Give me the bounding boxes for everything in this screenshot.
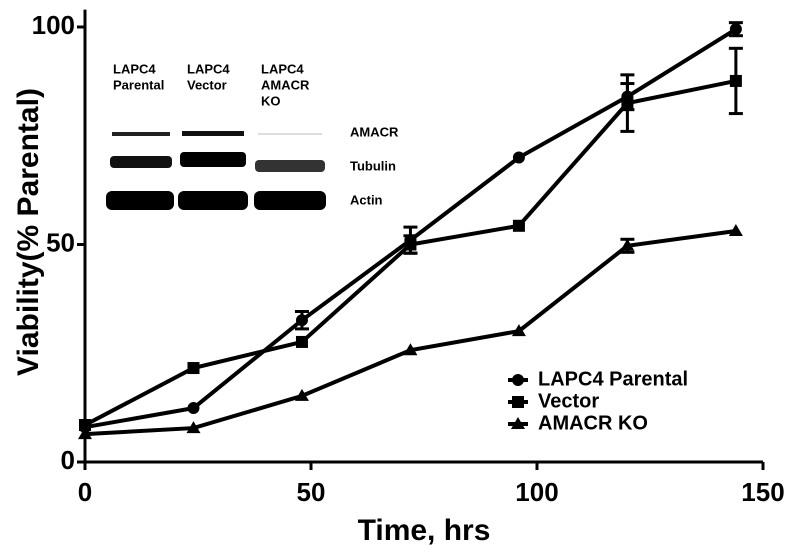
blot-band	[254, 191, 326, 210]
x-tick-label: 150	[741, 477, 784, 507]
y-tick-label: 50	[46, 227, 75, 257]
band-label: Actin	[350, 192, 383, 207]
legend-label: LAPC4 Parental	[538, 368, 688, 390]
lane-label: LAPC4	[261, 61, 304, 76]
marker	[511, 417, 525, 429]
marker	[78, 427, 92, 440]
x-axis-title: Time, hrs	[358, 514, 491, 547]
marker	[512, 396, 524, 408]
marker	[187, 362, 200, 375]
marker	[620, 238, 635, 251]
blot-band	[178, 191, 248, 210]
marker	[404, 238, 417, 251]
band-label: Tubulin	[350, 158, 396, 173]
marker	[511, 324, 526, 337]
marker	[187, 402, 200, 415]
lane-label: LAPC4	[187, 61, 230, 76]
marker	[512, 219, 525, 232]
marker	[295, 314, 308, 327]
marker	[729, 23, 742, 36]
marker	[729, 74, 742, 87]
lane-label: KO	[261, 93, 281, 108]
lane-label: AMACR	[261, 77, 310, 92]
marker	[403, 343, 418, 356]
blot	[106, 131, 326, 210]
lane-label: LAPC4	[113, 61, 156, 76]
x-tick-label: 50	[297, 477, 326, 507]
marker	[79, 419, 91, 432]
legend-label: Vector	[538, 390, 599, 412]
blot-band	[106, 191, 174, 210]
marker	[621, 97, 634, 110]
blot-band	[255, 160, 325, 172]
x-tick-label: 100	[515, 477, 558, 507]
series-line	[84, 229, 737, 437]
lane-label: Vector	[187, 77, 227, 92]
lane-label: Parental	[113, 77, 164, 92]
marker	[295, 335, 308, 348]
legend-label: AMACR KO	[538, 412, 648, 434]
y-tick-label: 0	[61, 445, 75, 475]
band-label: AMACR	[350, 124, 399, 139]
blot-band	[180, 152, 246, 167]
x-tick-label: 0	[78, 477, 92, 507]
blot-band	[258, 133, 322, 135]
blot-band	[110, 156, 172, 168]
blot-band	[182, 131, 244, 136]
marker	[186, 421, 201, 434]
marker	[294, 388, 309, 401]
marker	[728, 224, 743, 237]
marker	[512, 151, 525, 164]
blot-band	[112, 132, 170, 136]
y-tick-label: 100	[32, 10, 75, 40]
y-axis-title: Viability(% Parental)	[12, 88, 45, 376]
marker	[512, 374, 524, 386]
